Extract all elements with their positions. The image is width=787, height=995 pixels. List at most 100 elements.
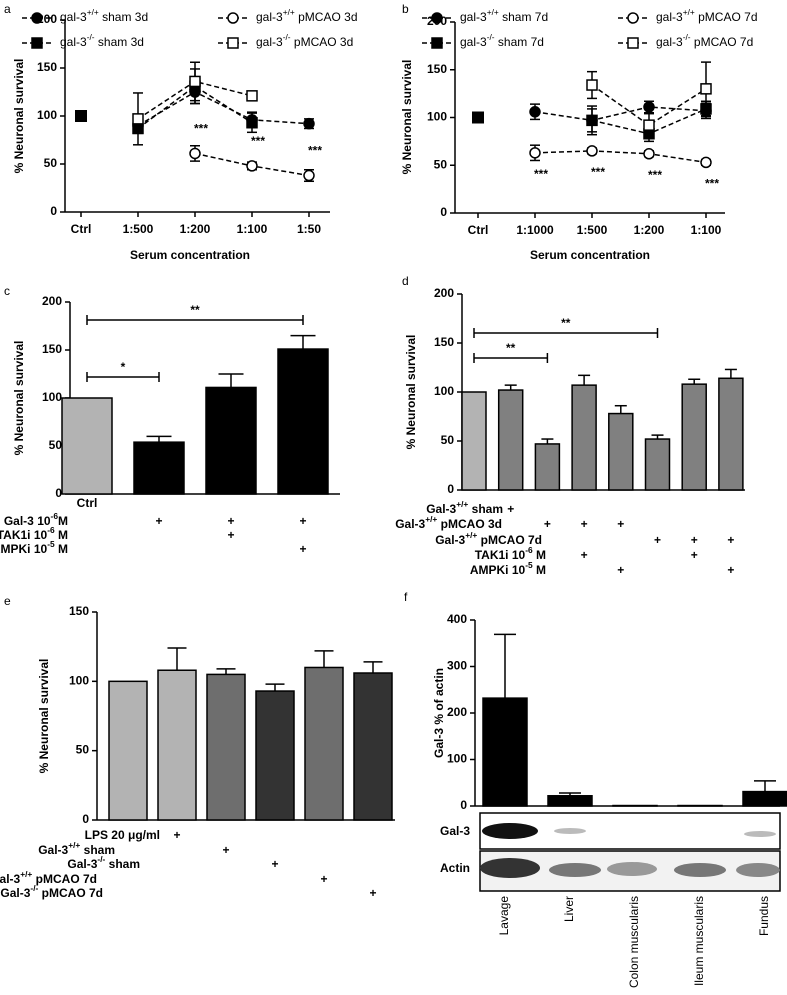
treatment-mark: + [299,514,306,528]
bar [547,795,593,807]
text-part: M [55,528,68,542]
text-part: 150 [42,342,62,356]
control-point [472,111,484,124]
text-part: -/- [87,32,95,42]
bar [353,672,393,821]
y-tick-label: 100 [69,674,89,688]
text-part: 100 [42,390,62,404]
text-part: 100 [37,108,57,122]
bar [497,389,524,491]
comparison-label: ** [561,316,571,330]
text-part: e [4,594,11,608]
text-part: % Neuronal survival [12,341,26,456]
legend-marker [31,37,43,49]
comparison-label: ** [190,303,200,317]
text-part: Gal-3 [440,824,470,838]
y-axis-label: % Neuronal survival [12,341,26,456]
text-part: sham [80,843,115,857]
blot-row-label: Actin [440,861,470,875]
text-part: sham 7d [495,35,544,49]
y-tick-label: 200 [42,294,62,308]
treatment-mark: + [691,548,698,562]
treatment-mark: + [227,528,234,542]
bar [742,790,787,807]
text-part: *** [308,144,322,158]
text-part: -/- [487,32,495,42]
y-tick-label: 100 [37,108,57,122]
text-part: + [227,514,234,528]
legend-marker [431,37,443,49]
text-part: Gal-3 [435,533,465,547]
series-line [534,106,707,122]
y-tick-label: 0 [460,798,467,812]
y-axis-label: % Neuronal survival [37,659,51,774]
blot-band [482,823,538,839]
treatment-label: TAK1i 10-6 M [475,545,546,562]
text-part: 200 [42,294,62,308]
text-part: Liver [562,896,576,922]
treatment-label: Gal-3-/- sham [67,854,140,871]
y-tick-label: 0 [82,812,89,826]
treatment-mark: + [222,843,229,857]
y-tick-label: 400 [447,612,467,626]
text-part: + [617,517,624,531]
treatment-mark: + [507,502,514,516]
text-part: Actin [440,861,470,875]
y-axis-label: % Neuronal survival [400,60,414,175]
text-part: 50 [44,156,58,170]
comparison-label: * [121,360,126,374]
text-part: -/- [97,854,105,864]
bar [681,383,707,491]
y-tick-label: 100 [447,752,467,766]
bar [255,690,295,821]
treatment-mark: + [581,517,588,531]
text-part: sham 3d [99,10,148,24]
text-part: 100 [447,752,467,766]
y-tick-label: 150 [42,342,62,356]
text-part: 150 [69,604,89,618]
text-part: *** [648,168,662,182]
text-part: % Neuronal survival [37,659,51,774]
treatment-mark: + [299,542,306,556]
text-part: +/+ [87,7,99,17]
text-part: 1:500 [577,223,608,237]
x-tick-label: Ileum muscularis [692,896,706,986]
text-part: + [727,563,734,577]
text-part: 0 [460,798,467,812]
bar [277,348,329,495]
treatment-label: Gal-3-/- pMCAO 7d [0,883,103,900]
point [586,114,598,127]
treatment-mark: + [173,828,180,842]
text-part: Ctrl [71,222,92,236]
x-tick-label: Fundus [757,896,771,936]
series-line [137,91,310,127]
text-part: 1:100 [237,222,268,236]
text-part: gal-3 [60,10,87,24]
y-tick-label: 100 [42,390,62,404]
bar [644,438,671,491]
text-part: sham [105,857,140,871]
text-part: -/- [283,32,291,42]
text-part: TAK1i 10 [0,528,48,542]
text-part: ** [190,303,200,317]
text-part: % Neuronal survival [404,335,418,450]
text-part: 100 [69,674,89,688]
treatment-label: AMPKi 10-5 M [470,560,546,577]
text-part: -6 [51,511,59,521]
control-point [75,110,87,122]
text-part: -6 [47,525,55,535]
point [189,75,201,88]
text-part: 0 [447,482,454,496]
text-part: Gal-3 [395,517,425,531]
bar [108,680,148,821]
treatment-mark: + [691,533,698,547]
text-part: -5 [47,539,55,549]
text-part: Gal-3 % of actin [432,668,446,758]
text-part: Gal-3 [67,857,97,871]
y-tick-label: 0 [440,205,447,219]
legend-label: gal-3-/- pMCAO 7d [656,32,753,49]
legend-marker [227,37,239,49]
y-tick-label: 100 [434,384,454,398]
panel-letter: d [402,274,409,288]
text-part: gal-3 [460,10,487,24]
